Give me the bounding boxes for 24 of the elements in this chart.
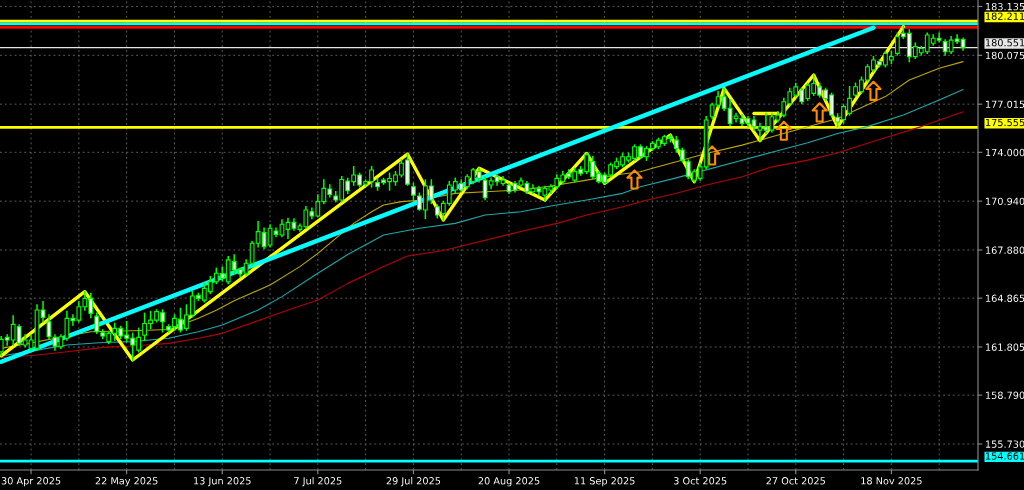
y-tick-label: 177.015 — [986, 100, 1024, 108]
y-tick-label: 174.000 — [986, 148, 1024, 157]
y-tick-label: 158.790 — [986, 391, 1024, 399]
y-tick-label: 183.135 — [986, 2, 1024, 11]
x-tick-label: 30 Apr 2025 — [1, 477, 61, 487]
y-tick-label: 155.730 — [986, 440, 1024, 448]
x-tick-label: 11 Sep 2025 — [574, 477, 635, 487]
ref-line-label: 180.551 — [986, 39, 1024, 47]
y-tick-label: 167.880 — [986, 246, 1024, 254]
x-tick-label: 27 Oct 2025 — [766, 477, 825, 485]
ref-line-label: 175.555 — [986, 118, 1024, 127]
x-tick-label: 3 Oct 2025 — [673, 477, 727, 485]
x-tick-label: 13 Jun 2025 — [194, 477, 251, 487]
x-tick-label: 7 Jul 2025 — [294, 476, 342, 487]
x-tick-label: 29 Jul 2025 — [386, 476, 441, 487]
y-tick-label: 170.940 — [986, 197, 1024, 205]
x-tick-label: 20 Aug 2025 — [478, 477, 540, 487]
ref-line-label: 154.661 — [986, 452, 1024, 460]
x-tick-label: 22 May 2025 — [95, 477, 158, 487]
y-tick-label: 180.075 — [986, 51, 1024, 60]
y-tick-label: 161.805 — [986, 343, 1024, 351]
y-tick-label: 164.865 — [986, 294, 1024, 302]
x-tick-label: 18 Nov 2025 — [861, 477, 922, 485]
ref-line-label: 182.211 — [986, 12, 1024, 20]
